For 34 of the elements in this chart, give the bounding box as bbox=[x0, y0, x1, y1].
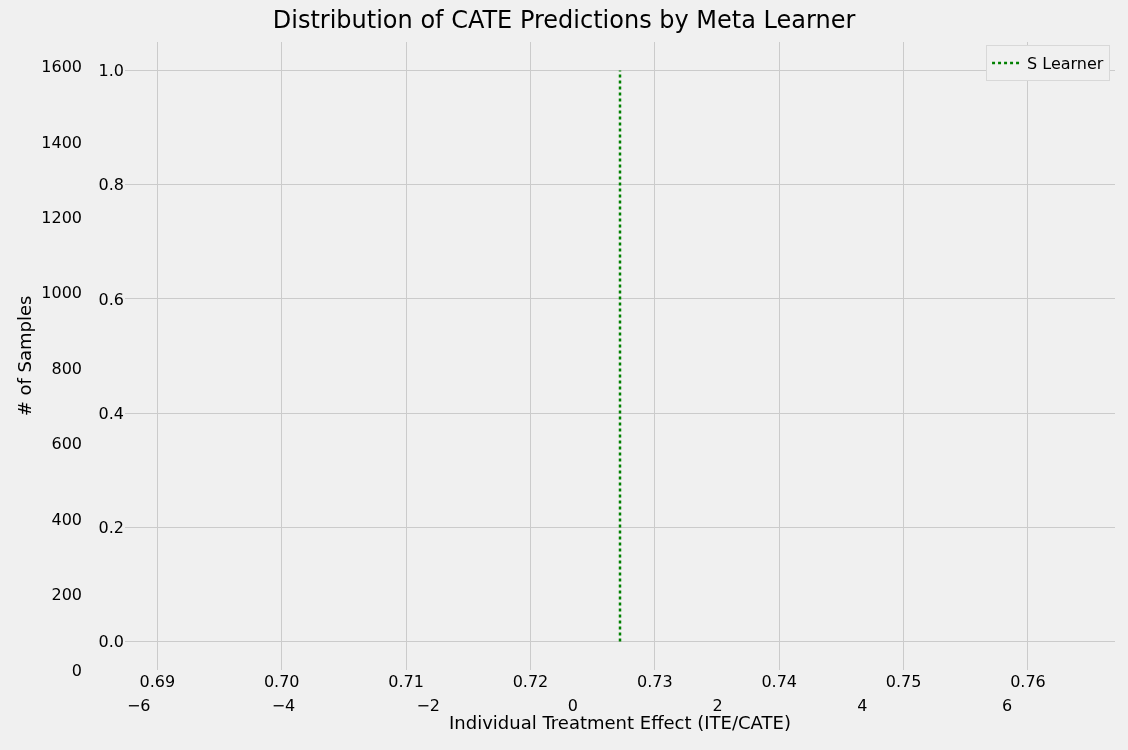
x2-tick-label: 0 bbox=[567, 696, 579, 715]
x-tick-label: 0.75 bbox=[885, 672, 922, 691]
y2-tick-label: 600 bbox=[51, 434, 82, 454]
x-tick-label: 0.74 bbox=[761, 672, 798, 691]
y2-tick-label: 1400 bbox=[41, 132, 82, 152]
y-tick-label: 0.2 bbox=[98, 517, 124, 537]
y2-tick-label: 800 bbox=[51, 358, 82, 378]
x2-tick-label: −4 bbox=[271, 696, 296, 715]
x-tick-label: 0.69 bbox=[139, 672, 176, 691]
y-tick-label: 0.4 bbox=[98, 403, 124, 423]
legend-label: S Learner bbox=[1027, 54, 1104, 74]
y-tick-label: 1.0 bbox=[98, 61, 124, 81]
y2-tick-label: 1000 bbox=[41, 283, 82, 303]
x2-tick-label: 2 bbox=[712, 696, 723, 715]
y-tick-label: 0.0 bbox=[98, 632, 124, 652]
x-tick-label: 0.70 bbox=[263, 672, 300, 691]
x2-tick-label: 6 bbox=[1002, 696, 1013, 715]
x-tick-label: 0.73 bbox=[637, 672, 673, 691]
y-tick-label: 0.8 bbox=[98, 175, 124, 195]
x2-tick-label: −6 bbox=[126, 696, 151, 715]
chart-title: Distribution of CATE Predictions by Meta Learner bbox=[272, 6, 856, 35]
y2-tick-label: 400 bbox=[51, 509, 82, 529]
x-tick-label: 0.72 bbox=[512, 672, 549, 691]
x-tick-label: 0.71 bbox=[388, 672, 424, 691]
x2-tick-label: 4 bbox=[857, 696, 868, 715]
y-tick-label: 0.6 bbox=[98, 289, 124, 309]
y2-tick-label: 200 bbox=[51, 585, 82, 605]
y2-tick-label: 1200 bbox=[41, 207, 82, 227]
y2-tick-label: 1600 bbox=[41, 57, 82, 77]
y2-tick-label: 0 bbox=[71, 660, 82, 680]
x2-tick-label: −2 bbox=[416, 696, 441, 715]
x-tick-label: 0.76 bbox=[1010, 672, 1046, 691]
y2-axis-title: # of Samples bbox=[14, 295, 36, 417]
x-axis-title: Individual Treatment Effect (ITE/CATE) bbox=[449, 712, 791, 734]
